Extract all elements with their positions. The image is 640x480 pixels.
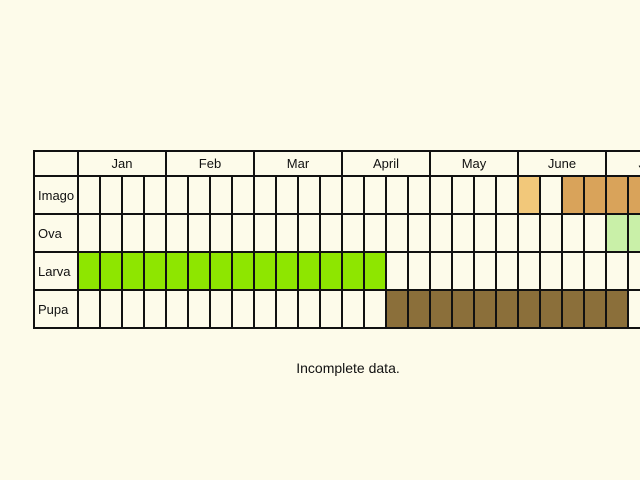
stage-label-imago: Imago — [38, 188, 74, 203]
month-label-feb: Feb — [199, 156, 221, 171]
month-label-jan: Jan — [112, 156, 133, 171]
footnote: Incomplete data. — [296, 360, 400, 376]
month-label-jun: June — [548, 156, 576, 171]
stage-label-larva: Larva — [38, 264, 71, 279]
month-label-mar: Mar — [287, 156, 310, 171]
stage-label-ova: Ova — [38, 226, 63, 241]
stage-pupa-bar-1 — [386, 290, 628, 328]
stage-label-pupa: Pupa — [38, 302, 69, 317]
stage-imago-bar-1 — [518, 176, 540, 214]
month-label-jul: July — [638, 156, 640, 171]
month-label-may: May — [462, 156, 487, 171]
stage-ova-bar-1 — [606, 214, 640, 252]
month-label-apr: April — [373, 156, 399, 171]
